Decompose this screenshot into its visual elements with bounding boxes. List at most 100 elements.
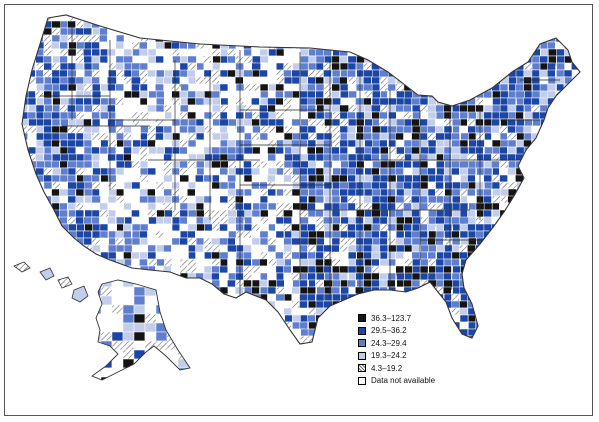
county-cell — [268, 111, 277, 120]
county-cell — [411, 146, 420, 155]
county-cell — [22, 48, 33, 57]
county-cell — [139, 251, 148, 260]
county-cell — [156, 97, 165, 106]
county-cell — [115, 20, 125, 29]
county-cell — [115, 83, 124, 92]
county-cell — [579, 20, 580, 32]
county-cell — [540, 202, 549, 211]
county-cell — [427, 27, 436, 36]
county-cell — [252, 125, 261, 134]
county-cell — [275, 90, 284, 99]
county-cell — [180, 83, 189, 92]
county-cell — [483, 118, 493, 127]
county-cell — [243, 279, 252, 288]
county-cell — [355, 41, 364, 50]
county-cell — [196, 62, 205, 71]
county-cell — [179, 209, 189, 218]
county-cell — [307, 293, 316, 302]
county-cell — [491, 237, 501, 246]
county-cell — [308, 118, 317, 127]
county-cell — [35, 20, 44, 32]
county-cell — [539, 27, 549, 36]
county-cell — [59, 300, 69, 309]
alaska-region-cell — [188, 349, 190, 360]
alaska-region-cell — [122, 286, 135, 297]
county-cell — [515, 202, 525, 214]
county-cell — [180, 342, 189, 344]
county-cell — [564, 153, 573, 162]
county-cell — [555, 272, 564, 281]
county-cell — [499, 90, 509, 99]
county-cell — [52, 251, 65, 260]
county-cell — [475, 251, 484, 260]
county-cell — [348, 41, 357, 50]
county-cell — [507, 27, 521, 36]
county-cell — [387, 48, 397, 57]
county-cell — [243, 139, 252, 148]
county-cell — [363, 20, 373, 29]
county-cell — [299, 139, 308, 148]
county-cell — [555, 118, 565, 130]
county-cell — [548, 265, 557, 274]
county-cell — [492, 27, 501, 36]
county-cell — [171, 167, 181, 176]
county-cell — [500, 34, 509, 43]
county-cell — [572, 195, 580, 204]
county-cell — [436, 34, 445, 43]
county-cell — [99, 76, 109, 85]
county-cell — [563, 307, 573, 316]
county-cell — [299, 237, 309, 246]
county-cell — [284, 181, 293, 190]
county-cell — [547, 27, 561, 36]
county-cell — [387, 160, 397, 169]
county-cell — [123, 111, 132, 120]
county-cell — [508, 15, 521, 22]
county-cell — [211, 181, 221, 190]
county-cell — [515, 223, 525, 232]
county-cell — [300, 132, 309, 141]
county-cell — [188, 118, 197, 127]
county-cell — [563, 342, 572, 344]
county-cell — [155, 202, 165, 211]
county-cell — [307, 83, 316, 92]
county-cell — [299, 153, 309, 162]
county-cell — [579, 300, 580, 309]
county-cell — [467, 69, 476, 78]
county-cell — [579, 314, 580, 323]
county-cell — [355, 300, 364, 309]
county-cell — [428, 34, 437, 43]
county-cell — [171, 258, 181, 267]
county-cell — [315, 335, 325, 344]
county-cell — [292, 34, 301, 46]
county-cell — [283, 244, 292, 253]
county-cell — [83, 90, 92, 99]
county-cell — [227, 286, 237, 295]
county-cell — [84, 342, 93, 344]
county-cell — [307, 286, 316, 295]
alaska-region-cell — [177, 313, 190, 324]
county-cell — [580, 49, 588, 56]
county-cell — [443, 167, 453, 176]
county-cell — [572, 118, 580, 127]
county-cell — [435, 272, 445, 281]
county-cell — [499, 244, 509, 253]
county-cell — [195, 286, 204, 295]
county-cell — [220, 20, 233, 29]
county-cell — [579, 69, 580, 78]
county-cell — [571, 146, 580, 155]
county-cell — [164, 293, 173, 302]
county-cell — [571, 111, 580, 120]
county-cell — [267, 195, 276, 204]
county-cell — [532, 167, 541, 176]
county-cell — [27, 314, 37, 323]
county-cell — [100, 258, 109, 270]
county-cell — [155, 55, 164, 64]
county-cell — [91, 111, 100, 120]
county-cell — [99, 160, 108, 169]
county-cell — [203, 167, 213, 176]
county-cell — [443, 76, 452, 85]
county-cell — [411, 195, 420, 204]
county-cell — [411, 272, 421, 281]
county-cell — [395, 34, 404, 46]
county-cell — [299, 111, 309, 120]
